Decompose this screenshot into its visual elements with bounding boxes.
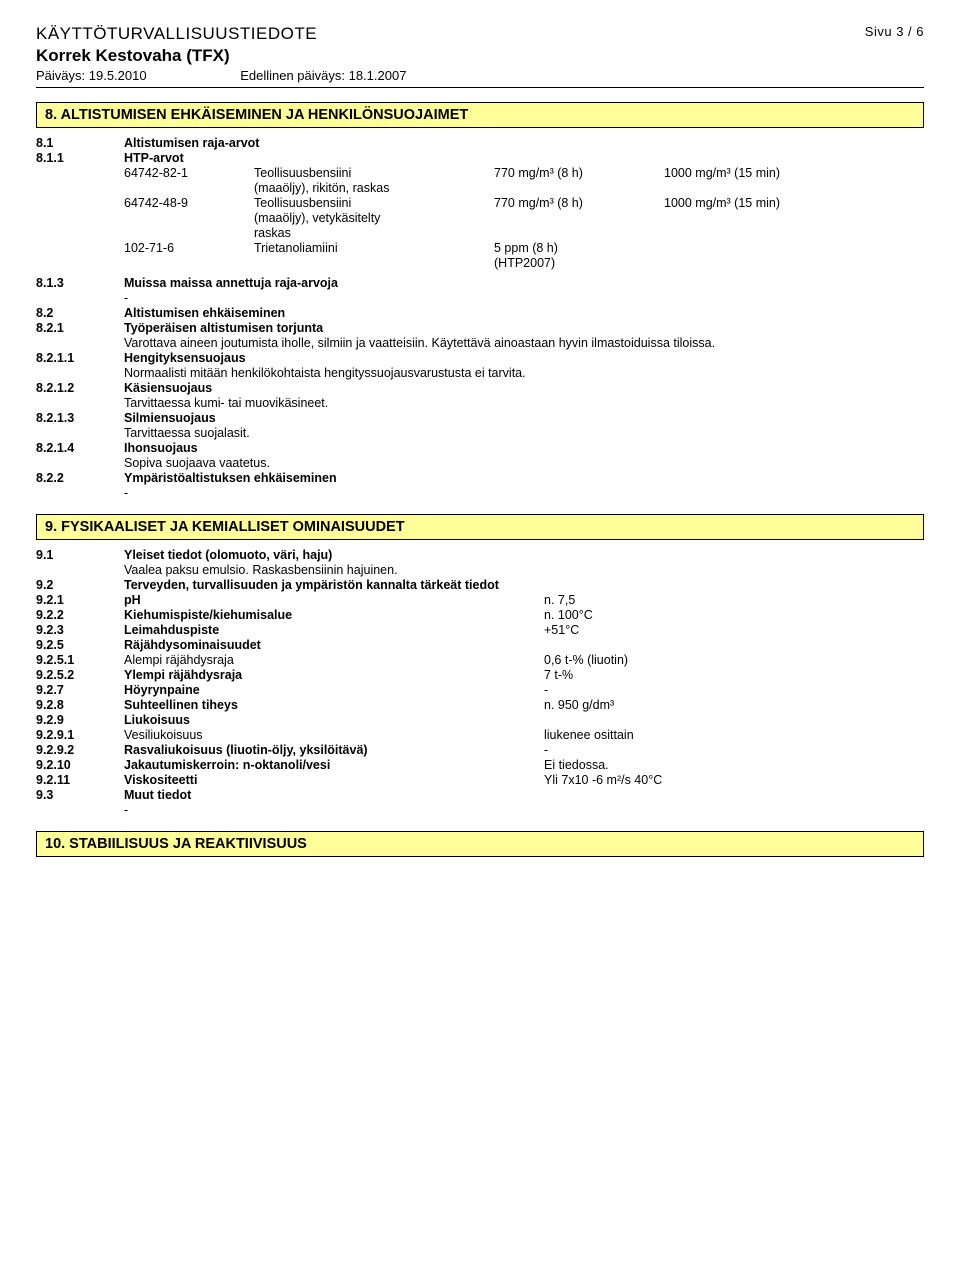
prop-num: 9.2.7 bbox=[36, 683, 124, 697]
doc-type: KÄYTTÖTURVALLISUUSTIEDOTE bbox=[36, 24, 317, 43]
htp-c1: 5 ppm (8 h) bbox=[494, 241, 664, 255]
prev-date: Edellinen päiväys: 18.1.2007 bbox=[240, 68, 406, 83]
num-8-1-3: 8.1.3 bbox=[36, 276, 124, 290]
prop-num: 9.2.9.1 bbox=[36, 728, 124, 742]
prop-label: Liukoisuus bbox=[124, 713, 544, 727]
num-8-2-1-4: 8.2.1.4 bbox=[36, 441, 124, 455]
num-8-2: 8.2 bbox=[36, 306, 124, 320]
page-header: KÄYTTÖTURVALLISUUSTIEDOTE Sivu 3 / 6 Kor… bbox=[36, 24, 924, 83]
prop-value: - bbox=[544, 743, 924, 757]
prop-value: - bbox=[544, 683, 924, 697]
prop-label: pH bbox=[124, 593, 544, 607]
htp-c1: 770 mg/m³ (8 h) bbox=[494, 196, 664, 210]
prop-label: Jakautumiskerroin: n-oktanoli/vesi bbox=[124, 758, 544, 772]
htp-c2: 1000 mg/m³ (15 min) bbox=[664, 196, 844, 210]
prop-value: 0,6 t-% (liuotin) bbox=[544, 653, 924, 667]
prop-num: 9.2.1 bbox=[36, 593, 124, 607]
dash: - bbox=[124, 291, 924, 305]
htp-name-cont: raskas bbox=[254, 226, 494, 240]
title-8-1-1: HTP-arvot bbox=[124, 151, 924, 165]
section-10-header: 10. STABIILISUUS JA REAKTIIVISUUS bbox=[36, 831, 924, 857]
num-8-2-1-3: 8.2.1.3 bbox=[36, 411, 124, 425]
prop-label: Kiehumispiste/kiehumisalue bbox=[124, 608, 544, 622]
title-8-2-1-4: Ihonsuojaus bbox=[124, 441, 924, 455]
prop-value: 7 t-% bbox=[544, 668, 924, 682]
num-8-2-1-2: 8.2.1.2 bbox=[36, 381, 124, 395]
htp-name-cont: (maaöljy), rikitön, raskas bbox=[254, 181, 494, 195]
title-8-2-1-2: Käsiensuojaus bbox=[124, 381, 924, 395]
divider bbox=[36, 87, 924, 88]
prop-num: 9.2.11 bbox=[36, 773, 124, 787]
num-8-2-1-1: 8.2.1.1 bbox=[36, 351, 124, 365]
prop-value: liukenee osittain bbox=[544, 728, 924, 742]
prop-num: 9.2.2 bbox=[36, 608, 124, 622]
prop-label: Leimahduspiste bbox=[124, 623, 544, 637]
prop-value: Yli 7x10 -6 m²/s 40°C bbox=[544, 773, 924, 787]
title-9-1: Yleiset tiedot (olomuoto, väri, haju) bbox=[124, 548, 924, 562]
prop-label: Viskositeetti bbox=[124, 773, 544, 787]
htp-name: Trietanoliamiini bbox=[254, 241, 494, 255]
num-8-2-2: 8.2.2 bbox=[36, 471, 124, 485]
prop-num: 9.2.9.2 bbox=[36, 743, 124, 757]
prop-num: 9.2.3 bbox=[36, 623, 124, 637]
text-8-2-1-4: Sopiva suojaava vaatetus. bbox=[124, 456, 924, 470]
htp-cas: 64742-48-9 bbox=[124, 196, 254, 210]
title-8-1: Altistumisen raja-arvot bbox=[124, 136, 924, 150]
prop-label: Alempi räjähdysraja bbox=[124, 653, 544, 667]
prop-num: 9.2.9 bbox=[36, 713, 124, 727]
num-9-2: 9.2 bbox=[36, 578, 124, 592]
prop-num: 9.2.8 bbox=[36, 698, 124, 712]
htp-c1-cont: (HTP2007) bbox=[494, 256, 664, 270]
title-8-1-3: Muissa maissa annettuja raja-arvoja bbox=[124, 276, 924, 290]
date: Päiväys: 19.5.2010 bbox=[36, 68, 147, 83]
htp-name: Teollisuusbensiini bbox=[254, 196, 494, 210]
text-8-2-1-2: Tarvittaessa kumi- tai muovikäsineet. bbox=[124, 396, 924, 410]
prop-label: Suhteellinen tiheys bbox=[124, 698, 544, 712]
product-name: Korrek Kestovaha (TFX) bbox=[36, 46, 924, 66]
num-8-1-1: 8.1.1 bbox=[36, 151, 124, 165]
text-8-2-1-1: Normaalisti mitään henkilökohtaista heng… bbox=[124, 366, 924, 380]
title-8-2-1: Työperäisen altistumisen torjunta bbox=[124, 321, 924, 335]
prop-label: Vesiliukoisuus bbox=[124, 728, 544, 742]
prop-num: 9.2.5 bbox=[36, 638, 124, 652]
prop-value: +51°C bbox=[544, 623, 924, 637]
htp-c2: 1000 mg/m³ (15 min) bbox=[664, 166, 844, 180]
htp-cas: 64742-82-1 bbox=[124, 166, 254, 180]
title-8-2-1-3: Silmiensuojaus bbox=[124, 411, 924, 425]
prop-value: n. 7,5 bbox=[544, 593, 924, 607]
num-9-1: 9.1 bbox=[36, 548, 124, 562]
text-8-2-1: Varottava aineen joutumista iholle, silm… bbox=[124, 336, 924, 350]
title-9-3: Muut tiedot bbox=[124, 788, 924, 802]
htp-name-cont: (maaöljy), vetykäsitelty bbox=[254, 211, 494, 225]
prop-label: Rasvaliukoisuus (liuotin-öljy, yksilöitä… bbox=[124, 743, 544, 757]
prop-value: n. 100°C bbox=[544, 608, 924, 622]
title-8-2-2: Ympäristöaltistuksen ehkäiseminen bbox=[124, 471, 924, 485]
page-number: Sivu 3 / 6 bbox=[865, 24, 924, 39]
prop-value: Ei tiedossa. bbox=[544, 758, 924, 772]
title-8-2-1-1: Hengityksensuojaus bbox=[124, 351, 924, 365]
text-8-2-1-3: Tarvittaessa suojalasit. bbox=[124, 426, 924, 440]
htp-table: 64742-82-1 Teollisuusbensiini 770 mg/m³ … bbox=[124, 166, 924, 270]
properties-table: 9.2.1pHn. 7,5 9.2.2Kiehumispiste/kiehumis… bbox=[36, 593, 924, 787]
prop-label: Räjähdysominaisuudet bbox=[124, 638, 544, 652]
prop-value: n. 950 g/dm³ bbox=[544, 698, 924, 712]
htp-c1: 770 mg/m³ (8 h) bbox=[494, 166, 664, 180]
section-9-header: 9. FYSIKAALISET JA KEMIALLISET OMINAISUU… bbox=[36, 514, 924, 540]
section-8-header: 8. ALTISTUMISEN EHKÄISEMINEN JA HENKILÖN… bbox=[36, 102, 924, 128]
dash: - bbox=[124, 486, 924, 500]
htp-name: Teollisuusbensiini bbox=[254, 166, 494, 180]
num-8-1: 8.1 bbox=[36, 136, 124, 150]
title-8-2: Altistumisen ehkäiseminen bbox=[124, 306, 924, 320]
prop-num: 9.2.10 bbox=[36, 758, 124, 772]
prop-label: Höyrynpaine bbox=[124, 683, 544, 697]
htp-cas: 102-71-6 bbox=[124, 241, 254, 255]
prop-num: 9.2.5.1 bbox=[36, 653, 124, 667]
num-8-2-1: 8.2.1 bbox=[36, 321, 124, 335]
title-9-2: Terveyden, turvallisuuden ja ympäristön … bbox=[124, 578, 924, 592]
prop-num: 9.2.5.2 bbox=[36, 668, 124, 682]
num-9-3: 9.3 bbox=[36, 788, 124, 802]
prop-label: Ylempi räjähdysraja bbox=[124, 668, 544, 682]
text-9-1: Vaalea paksu emulsio. Raskasbensiinin ha… bbox=[124, 563, 924, 577]
dash: - bbox=[124, 803, 924, 817]
